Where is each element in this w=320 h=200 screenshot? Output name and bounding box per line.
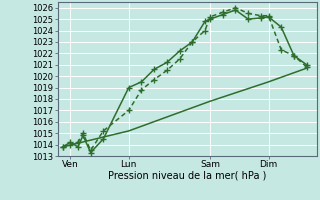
X-axis label: Pression niveau de la mer( hPa ): Pression niveau de la mer( hPa ) [108,171,266,181]
